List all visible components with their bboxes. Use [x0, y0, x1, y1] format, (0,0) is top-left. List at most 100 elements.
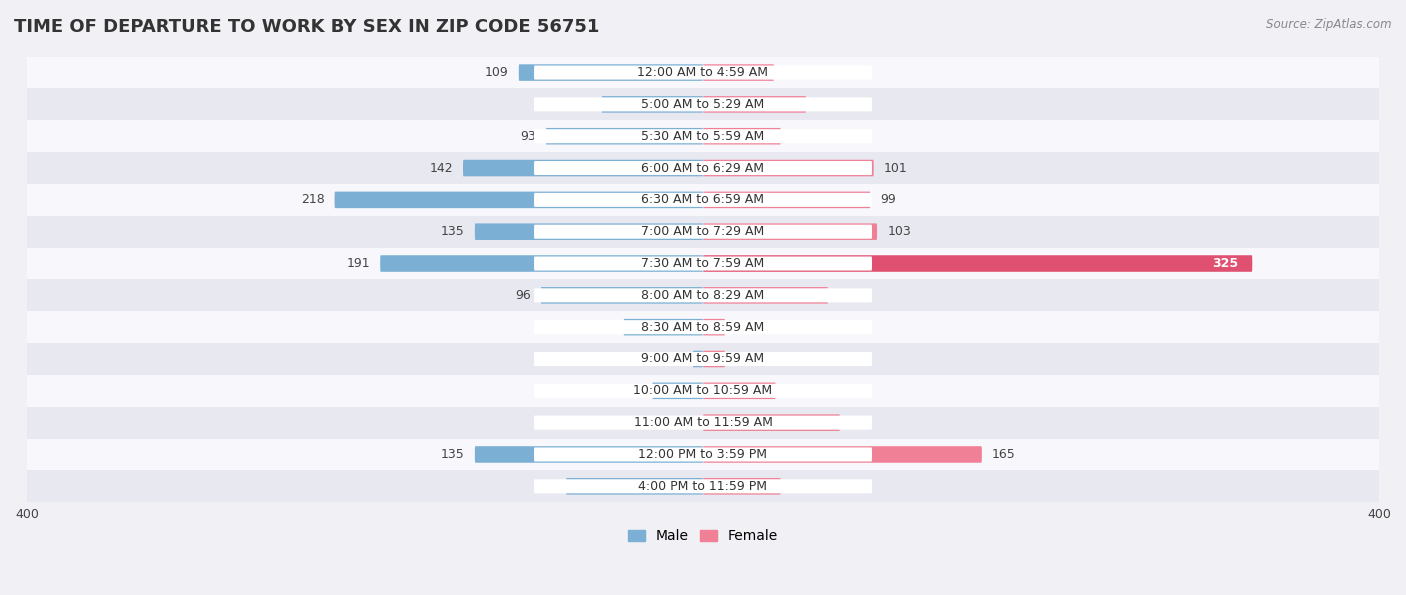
Text: 13: 13 [735, 352, 751, 365]
FancyBboxPatch shape [534, 225, 872, 239]
Text: 0: 0 [685, 416, 693, 429]
Text: 60: 60 [575, 98, 592, 111]
FancyBboxPatch shape [703, 96, 806, 112]
Bar [27, 343, 1379, 375]
FancyBboxPatch shape [519, 64, 703, 81]
FancyBboxPatch shape [475, 223, 703, 240]
Bar [27, 471, 1379, 502]
FancyBboxPatch shape [534, 416, 872, 430]
Text: 96: 96 [515, 289, 530, 302]
Text: 191: 191 [346, 257, 370, 270]
Text: 109: 109 [485, 66, 509, 79]
Bar [27, 280, 1379, 311]
FancyBboxPatch shape [534, 447, 872, 462]
Text: 8:00 AM to 8:29 AM: 8:00 AM to 8:29 AM [641, 289, 765, 302]
FancyBboxPatch shape [534, 193, 872, 207]
FancyBboxPatch shape [534, 98, 872, 111]
FancyBboxPatch shape [335, 192, 703, 208]
FancyBboxPatch shape [380, 255, 703, 272]
FancyBboxPatch shape [567, 478, 703, 494]
FancyBboxPatch shape [475, 446, 703, 463]
Text: 6: 6 [675, 352, 683, 365]
Text: 4:00 PM to 11:59 PM: 4:00 PM to 11:59 PM [638, 480, 768, 493]
Text: 81: 81 [540, 480, 555, 493]
FancyBboxPatch shape [534, 289, 872, 302]
Text: 30: 30 [626, 384, 643, 397]
Text: 9:00 AM to 9:59 AM: 9:00 AM to 9:59 AM [641, 352, 765, 365]
Text: 43: 43 [786, 384, 801, 397]
Text: 6:00 AM to 6:29 AM: 6:00 AM to 6:29 AM [641, 161, 765, 174]
FancyBboxPatch shape [534, 479, 872, 493]
FancyBboxPatch shape [703, 414, 839, 431]
Bar [27, 248, 1379, 280]
FancyBboxPatch shape [703, 478, 780, 494]
Bar [27, 89, 1379, 120]
Bar [27, 152, 1379, 184]
Bar [27, 407, 1379, 439]
FancyBboxPatch shape [534, 256, 872, 271]
Bar [27, 184, 1379, 216]
Bar [27, 439, 1379, 471]
FancyBboxPatch shape [693, 350, 703, 367]
Text: 7:30 AM to 7:59 AM: 7:30 AM to 7:59 AM [641, 257, 765, 270]
Bar [27, 311, 1379, 343]
FancyBboxPatch shape [703, 128, 780, 145]
FancyBboxPatch shape [652, 383, 703, 399]
Text: 46: 46 [792, 130, 807, 143]
Text: 325: 325 [1212, 257, 1239, 270]
Text: 11:00 AM to 11:59 AM: 11:00 AM to 11:59 AM [634, 416, 772, 429]
Text: 42: 42 [785, 66, 800, 79]
FancyBboxPatch shape [463, 160, 703, 176]
FancyBboxPatch shape [703, 223, 877, 240]
FancyBboxPatch shape [534, 129, 872, 143]
Text: 8:30 AM to 8:59 AM: 8:30 AM to 8:59 AM [641, 321, 765, 334]
Text: 13: 13 [735, 321, 751, 334]
Legend: Male, Female: Male, Female [623, 524, 783, 549]
FancyBboxPatch shape [624, 319, 703, 336]
FancyBboxPatch shape [703, 255, 1253, 272]
Text: 6:30 AM to 6:59 AM: 6:30 AM to 6:59 AM [641, 193, 765, 206]
FancyBboxPatch shape [541, 287, 703, 303]
Text: 12:00 PM to 3:59 PM: 12:00 PM to 3:59 PM [638, 448, 768, 461]
FancyBboxPatch shape [703, 350, 725, 367]
Text: 61: 61 [817, 98, 832, 111]
Text: 81: 81 [851, 416, 866, 429]
Text: 10:00 AM to 10:59 AM: 10:00 AM to 10:59 AM [634, 384, 772, 397]
Text: 142: 142 [429, 161, 453, 174]
Text: 135: 135 [441, 225, 465, 238]
Text: 93: 93 [520, 130, 536, 143]
FancyBboxPatch shape [534, 320, 872, 334]
FancyBboxPatch shape [602, 96, 703, 112]
Text: 135: 135 [441, 448, 465, 461]
Text: 47: 47 [598, 321, 613, 334]
FancyBboxPatch shape [703, 287, 828, 303]
Text: 99: 99 [880, 193, 896, 206]
Text: 12:00 AM to 4:59 AM: 12:00 AM to 4:59 AM [637, 66, 769, 79]
FancyBboxPatch shape [534, 161, 872, 175]
FancyBboxPatch shape [703, 192, 870, 208]
FancyBboxPatch shape [703, 160, 873, 176]
Text: 74: 74 [838, 289, 853, 302]
FancyBboxPatch shape [703, 319, 725, 336]
FancyBboxPatch shape [534, 384, 872, 398]
FancyBboxPatch shape [534, 65, 872, 80]
Bar [27, 216, 1379, 248]
Text: TIME OF DEPARTURE TO WORK BY SEX IN ZIP CODE 56751: TIME OF DEPARTURE TO WORK BY SEX IN ZIP … [14, 18, 599, 36]
Text: 218: 218 [301, 193, 325, 206]
Bar [27, 375, 1379, 407]
FancyBboxPatch shape [534, 352, 872, 366]
Text: 5:00 AM to 5:29 AM: 5:00 AM to 5:29 AM [641, 98, 765, 111]
Text: 165: 165 [993, 448, 1015, 461]
Text: 5:30 AM to 5:59 AM: 5:30 AM to 5:59 AM [641, 130, 765, 143]
Text: Source: ZipAtlas.com: Source: ZipAtlas.com [1267, 18, 1392, 31]
Text: 103: 103 [887, 225, 911, 238]
FancyBboxPatch shape [546, 128, 703, 145]
FancyBboxPatch shape [703, 383, 776, 399]
Text: 101: 101 [884, 161, 908, 174]
FancyBboxPatch shape [703, 64, 773, 81]
Bar [27, 57, 1379, 89]
Bar [27, 120, 1379, 152]
FancyBboxPatch shape [703, 446, 981, 463]
Text: 46: 46 [792, 480, 807, 493]
Text: 7:00 AM to 7:29 AM: 7:00 AM to 7:29 AM [641, 225, 765, 238]
